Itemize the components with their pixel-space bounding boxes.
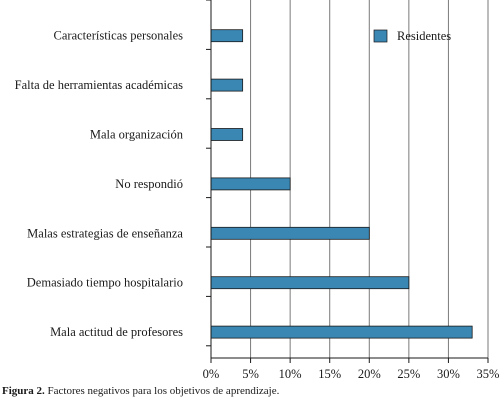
x-tick-label: 20% [358,367,381,380]
x-tick-label: 15% [318,367,341,380]
x-tick-label: 0% [203,367,220,380]
figure-caption: Figura 2. Factores negativos para los ob… [2,385,279,397]
bar [210,276,410,290]
bar [210,78,244,92]
category-label: Falta de herramientas académicas [15,78,183,92]
legend: Residentes [373,29,451,43]
bar [210,128,244,141]
axes: 0% 5% 10% 15% 20% 25% 30% 35% Características pe… [15,0,500,380]
category-label: Demasiado tiempo hospitalario [27,276,183,290]
bar [210,226,370,240]
legend-swatch [373,29,388,43]
x-tick-label: 25% [397,367,420,380]
legend-label: Residentes [397,29,451,43]
x-tick-label: 5% [242,367,259,380]
x-tick-label: 30% [437,367,460,380]
bar-chart: 0% 5% 10% 15% 20% 25% 30% 35% Características pe… [15,0,500,380]
bars [210,29,473,339]
caption-label: Figura 2. [2,385,45,397]
bar [210,177,291,191]
category-label: Malas estrategias de enseñanza [27,226,183,240]
bar [210,29,244,43]
x-tick-label: 10% [279,367,302,380]
category-label: Características personales [54,29,184,43]
x-tick-label: 35% [477,367,500,380]
caption-text: Factores negativos para los objetivos de… [47,385,280,397]
category-label: Mala actitud de profesores [50,325,183,339]
category-label: No respondió [115,177,183,191]
bar [210,325,473,339]
grid-lines [250,0,489,358]
category-label: Mala organización [90,128,184,142]
